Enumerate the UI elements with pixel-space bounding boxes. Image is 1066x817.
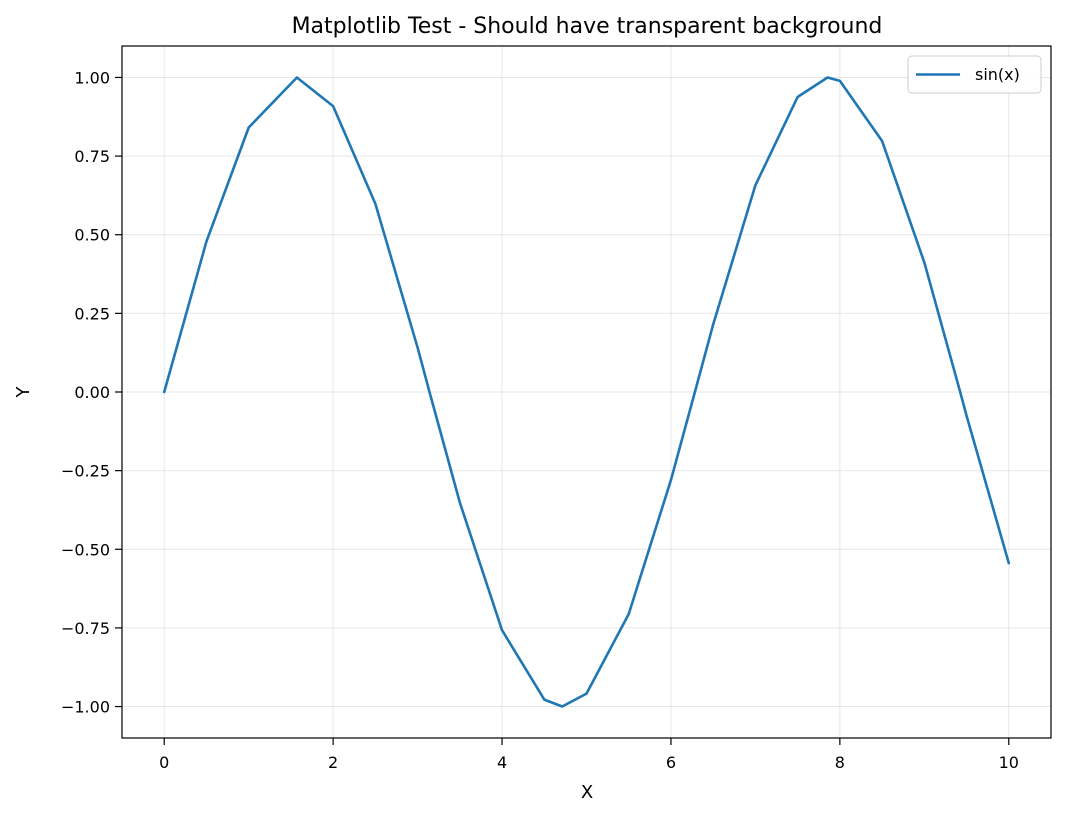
y-tick-label: −0.25	[61, 462, 110, 481]
series-line-sin	[162, 76, 1011, 708]
grid	[122, 46, 1051, 738]
y-tick-label: 0.00	[74, 383, 110, 402]
y-axis-label: Y	[13, 386, 34, 399]
x-tick-label: 10	[999, 753, 1019, 772]
y-tick-label: −0.75	[61, 619, 110, 638]
x-tick-label: 0	[159, 753, 169, 772]
x-axis-ticks: 0 2 4 6 8 10	[159, 738, 1019, 772]
x-tick-label: 6	[666, 753, 676, 772]
y-tick-label: 0.25	[74, 304, 110, 323]
x-tick-label: 2	[328, 753, 338, 772]
legend: sin(x)	[907, 55, 1042, 94]
x-tick-label: 8	[835, 753, 845, 772]
y-tick-label: 0.75	[74, 147, 110, 166]
y-axis-ticks: 1.00 0.75 0.50 0.25 0.00 −0.25 −0.50 −0.75 −1.00	[61, 68, 122, 717]
x-axis-label: X	[581, 782, 593, 803]
y-tick-label: −1.00	[61, 698, 110, 717]
y-tick-label: 0.50	[74, 226, 110, 245]
series-layer	[162, 76, 1011, 708]
chart-title: Matplotlib Test - Should have transparen…	[292, 14, 883, 39]
plot-background	[122, 46, 1051, 738]
y-tick-label: −0.50	[61, 540, 110, 559]
x-tick-label: 4	[497, 753, 507, 772]
y-tick-label: 1.00	[74, 68, 110, 87]
legend-box	[907, 55, 1042, 94]
legend-label-sin: sin(x)	[975, 65, 1020, 84]
